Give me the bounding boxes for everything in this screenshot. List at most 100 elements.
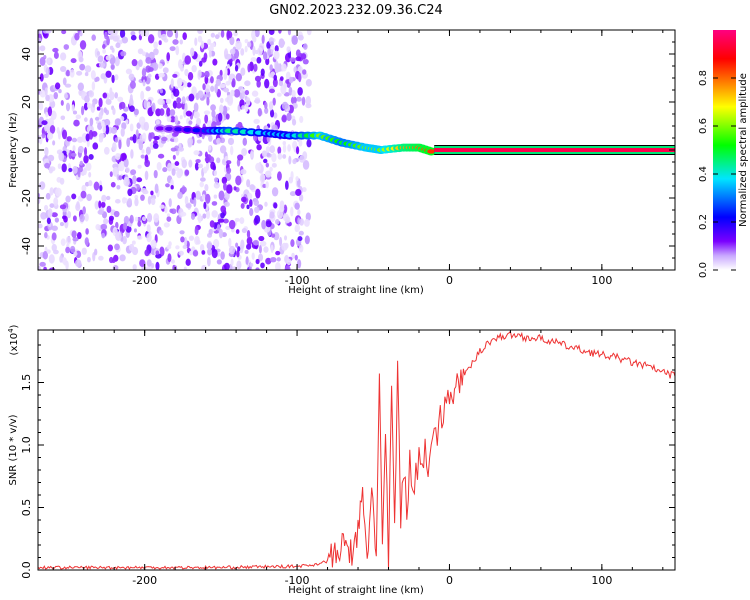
noise-blob (252, 45, 256, 56)
noise-blob (285, 216, 291, 224)
noise-blob (193, 150, 200, 156)
noise-blob (88, 90, 93, 95)
noise-blob (291, 252, 295, 259)
noise-blob (71, 104, 75, 112)
noise-blob (201, 194, 206, 201)
noise-blob (105, 98, 112, 105)
noise-blob (214, 34, 220, 40)
noise-blob (105, 70, 112, 78)
noise-blob (205, 193, 211, 204)
noise-blob (100, 73, 107, 80)
noise-blob (186, 82, 192, 88)
noise-blob (82, 206, 86, 215)
noise-blob (188, 159, 193, 168)
noise-blob (211, 201, 218, 206)
noise-blob (283, 82, 287, 90)
noise-blob (194, 225, 199, 236)
noise-blob (198, 69, 202, 78)
noise-blob (111, 74, 115, 84)
noise-blob (175, 245, 180, 250)
noise-blob (133, 108, 139, 116)
noise-blob (140, 30, 146, 37)
noise-blob (244, 38, 249, 44)
noise-blob (212, 58, 218, 66)
noise-blob (298, 230, 304, 236)
noise-blob (174, 161, 180, 166)
noise-blob (274, 45, 279, 53)
noise-blob (256, 80, 261, 88)
noise-blob (117, 96, 124, 103)
noise-blob (142, 132, 147, 142)
noise-blob (77, 82, 85, 91)
noise-blob (72, 215, 77, 222)
noise-blob (261, 173, 265, 182)
noise-blob (105, 55, 111, 61)
noise-blob (64, 83, 72, 88)
noise-blob (182, 244, 188, 250)
noise-blob (169, 109, 176, 117)
noise-blob (264, 201, 268, 207)
noise-blob (241, 228, 247, 234)
noise-blob (72, 237, 79, 242)
spectrogram-y-label: Frequency (Hz) (8, 112, 19, 188)
noise-blob (116, 185, 121, 190)
noise-blob (143, 99, 148, 109)
noise-blob (303, 43, 308, 50)
noise-blob (146, 232, 152, 243)
noise-blob (273, 232, 280, 241)
noise-blob (260, 262, 265, 269)
noise-blob (216, 157, 221, 164)
noise-blob (223, 182, 227, 191)
noise-blob (255, 267, 260, 270)
noise-blob (45, 30, 52, 34)
noise-blob (246, 243, 252, 250)
noise-blob (56, 126, 60, 134)
noise-blob (114, 243, 120, 251)
noise-blob (215, 121, 222, 126)
noise-blob (84, 65, 92, 73)
noise-blob (120, 153, 126, 162)
noise-blob (175, 45, 180, 56)
noise-blob (166, 244, 172, 250)
snr-scale-label: (x104) (7, 324, 20, 355)
noise-blob (185, 203, 192, 209)
noise-blob (151, 102, 156, 113)
noise-blob (48, 167, 54, 174)
noise-blob (98, 62, 106, 68)
noise-blob (44, 204, 49, 211)
noise-blob (153, 169, 158, 179)
noise-blob (241, 105, 245, 110)
noise-blob (59, 177, 65, 185)
noise-blob (73, 119, 80, 127)
noise-blob (140, 154, 145, 159)
noise-blob (75, 114, 82, 120)
noise-blob (229, 36, 235, 46)
noise-blob (135, 129, 139, 139)
noise-blob (278, 80, 284, 87)
noise-blob (300, 53, 307, 60)
noise-blob (43, 266, 47, 270)
noise-blob (190, 47, 195, 57)
noise-blob (210, 85, 215, 92)
noise-blob (213, 182, 220, 189)
noise-blob (60, 100, 64, 106)
noise-blob (225, 53, 232, 60)
noise-blob (111, 258, 116, 264)
noise-blob (49, 125, 56, 134)
noise-blob (102, 125, 107, 134)
noise-blob (207, 145, 212, 151)
noise-blob (183, 81, 188, 88)
noise-blob (123, 158, 129, 168)
noise-blob (256, 144, 262, 151)
noise-blob (251, 252, 255, 260)
noise-blob (91, 34, 96, 41)
noise-blob (170, 184, 174, 190)
noise-blob (277, 153, 283, 160)
noise-blob (261, 150, 268, 158)
noise-blob (276, 92, 282, 97)
noise-blob (272, 78, 278, 88)
noise-blob (112, 166, 119, 177)
noise-blob (165, 98, 172, 105)
noise-blob (302, 58, 309, 65)
noise-blob (170, 147, 177, 152)
